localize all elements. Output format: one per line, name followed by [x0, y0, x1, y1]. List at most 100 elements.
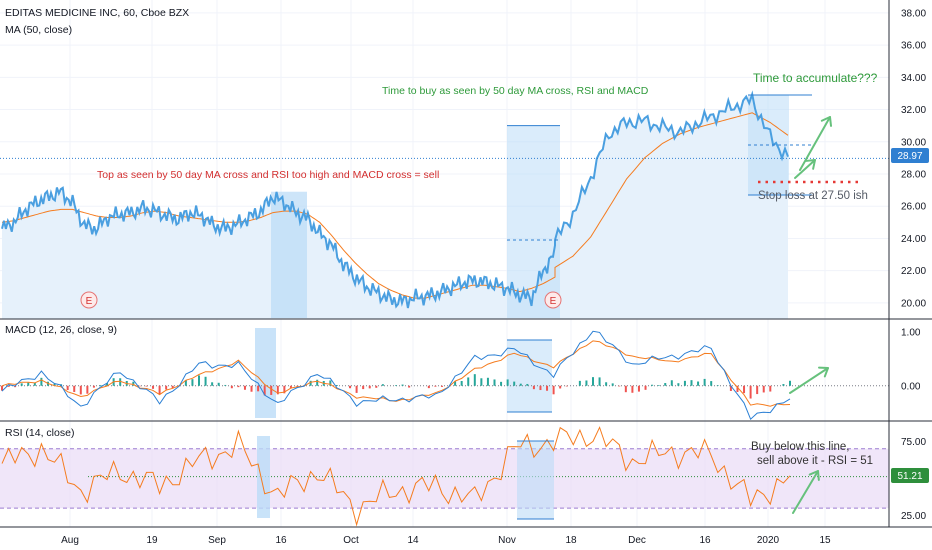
- macd-histogram-bar: [506, 379, 509, 386]
- macd-histogram-bar: [1, 385, 3, 391]
- macd-histogram-bar: [250, 385, 253, 392]
- time-axis-tick: 18: [565, 535, 577, 546]
- macd-histogram-bar: [198, 375, 200, 386]
- rsi-note-line1[interactable]: Buy below this line,: [751, 441, 849, 453]
- rsi-axis-tick: 25.00: [901, 511, 926, 522]
- earnings-marker-nov[interactable]: E: [544, 291, 562, 309]
- macd-histogram-bar: [716, 385, 719, 386]
- macd-histogram-bar: [217, 382, 220, 386]
- rsi-note-line2[interactable]: sell above it - RSI = 51: [757, 455, 873, 467]
- price-axis-tick: 28.00: [901, 170, 926, 181]
- macd-histogram-bar: [289, 385, 292, 389]
- macd-histogram-bar: [743, 385, 746, 394]
- macd-line: [1, 330, 791, 421]
- macd-histogram-bar: [230, 385, 233, 389]
- top-annotation[interactable]: Top as seen by 50 day MA cross and RSI t…: [97, 169, 439, 181]
- earnings-marker-aug[interactable]: E: [80, 291, 98, 309]
- time-axis-tick: 15: [819, 535, 831, 546]
- price-series: [1, 90, 812, 309]
- price-badge: 28.97: [891, 148, 929, 163]
- rsi-line: [1, 426, 791, 527]
- macd-histogram-bar: [152, 385, 155, 389]
- arrow-macd-up: [789, 366, 829, 394]
- macd-histogram-bar: [355, 385, 358, 393]
- macd-histogram-bar: [335, 385, 338, 386]
- price-pane: [0, 90, 889, 319]
- macd-histogram-bar: [703, 378, 706, 386]
- rsi-pane: [0, 426, 889, 527]
- macd-histogram-bar: [657, 385, 660, 386]
- macd-histogram-bar: [454, 381, 457, 386]
- time-axis-tick: 14: [407, 535, 419, 546]
- rsi-highlight-sep: [257, 436, 270, 518]
- price-axis-tick: 34.00: [901, 73, 926, 84]
- green-arrows[interactable]: [789, 116, 833, 514]
- arrow-shaft: [794, 159, 816, 179]
- macd-histogram-bar: [283, 385, 286, 394]
- macd-histogram-bar: [276, 385, 279, 395]
- accumulate-annotation[interactable]: Time to accumulate???: [753, 71, 878, 85]
- time-axis-tick: 16: [699, 535, 711, 546]
- macd-histogram-bar: [316, 379, 319, 386]
- macd-histogram-bar: [263, 385, 266, 396]
- macd-histogram-bar: [552, 385, 555, 395]
- macd-histogram-bar: [546, 385, 549, 391]
- earnings-marker-label: E: [86, 296, 93, 307]
- time-axis-tick: Dec: [628, 535, 646, 546]
- ma-label[interactable]: MA (50, close): [5, 24, 72, 36]
- macd-histogram-bar: [519, 383, 522, 386]
- macd-histogram-bar: [440, 385, 443, 387]
- macd-histogram-bar: [782, 384, 785, 386]
- macd-histogram-bar: [375, 385, 378, 388]
- macd-histogram-bar: [243, 385, 246, 390]
- macd-histogram-bar: [651, 384, 654, 386]
- arrow-rsi-up: [792, 470, 820, 514]
- macd-histogram-bar: [27, 382, 30, 386]
- macd-histogram-bar: [513, 381, 516, 386]
- macd-histogram-bar: [368, 385, 371, 389]
- macd-histogram-bar: [637, 385, 640, 392]
- time-axis-tick: Sep: [208, 535, 226, 546]
- macd-histogram-bar: [20, 383, 23, 386]
- macd-histogram-bar: [486, 377, 489, 386]
- macd-histogram-bar: [427, 385, 430, 389]
- rsi-axis-tick: 75.00: [901, 437, 926, 448]
- earnings-marker-label: E: [550, 296, 557, 307]
- buy-annotation[interactable]: Time to buy as seen by 50 day MA cross, …: [382, 85, 649, 97]
- macd-histogram-bar: [631, 385, 634, 393]
- macd-histogram-bar: [618, 385, 621, 387]
- rsi-highlight-nov: [517, 441, 554, 519]
- time-axis-tick: Nov: [498, 535, 516, 546]
- macd-histogram-bar: [86, 385, 89, 394]
- stoploss-annotation[interactable]: Stop loss at 27.50 ish: [758, 190, 868, 202]
- macd-histogram-bar: [237, 385, 240, 388]
- macd-histogram-bar: [171, 385, 174, 389]
- chart-title: EDITAS MEDICINE INC, 60, Cboe BZX: [5, 7, 189, 19]
- macd-histogram-bar: [191, 379, 194, 386]
- macd-histogram-bar: [165, 385, 168, 390]
- macd-histogram-bar: [473, 374, 476, 386]
- macd-histogram-bar: [362, 385, 365, 390]
- price-axis[interactable]: 38.00 36.00 34.00 32.00 30.00 28.00 26.00 24.00…: [901, 8, 926, 522]
- macd-histogram-bar: [145, 385, 148, 387]
- macd-histogram-bar: [53, 383, 56, 386]
- time-axis-tick: Aug: [61, 535, 79, 546]
- rsi-label[interactable]: RSI (14, close): [5, 427, 74, 439]
- arrow-shaft: [799, 116, 831, 171]
- price-line: [1, 90, 789, 309]
- macd-histogram-bar: [664, 383, 667, 386]
- macd-histogram-bar: [710, 381, 713, 386]
- macd-histogram: [1, 374, 791, 399]
- macd-histogram-bar: [467, 377, 470, 386]
- price-axis-tick: 24.00: [901, 234, 926, 245]
- price-badge-value: 28.97: [897, 151, 922, 162]
- macd-histogram-bar: [683, 380, 686, 386]
- macd-histogram-bar: [670, 380, 673, 386]
- time-axis[interactable]: Aug 19 Sep 16 Oct 14 Nov 18 Dec 16 2020 15: [61, 535, 831, 546]
- macd-series: [1, 330, 791, 421]
- macd-histogram-bar: [40, 377, 43, 386]
- macd-histogram-bar: [132, 381, 135, 386]
- arrow-head: [808, 470, 820, 481]
- macd-histogram-bar: [381, 384, 384, 386]
- macd-label[interactable]: MACD (12, 26, close, 9): [5, 324, 117, 336]
